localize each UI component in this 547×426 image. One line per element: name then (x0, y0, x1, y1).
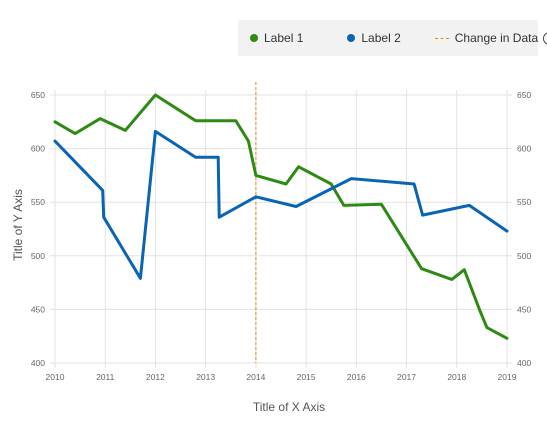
y-tick-label-right: 500 (517, 251, 531, 261)
x-tick-label: 2014 (246, 372, 265, 382)
y-tick-label-right: 400 (517, 358, 531, 368)
y-axis-title: Title of Y Axis (11, 189, 25, 261)
series-line-label1 (53, 93, 509, 340)
tick-labels: 400 400 450 450 500 500 550 550 600 600 650 650 2010… (31, 90, 532, 382)
y-tick-label-left: 650 (31, 90, 45, 100)
legend-item-label1[interactable]: Label 1 (250, 31, 303, 45)
legend-label1-text: Label 1 (264, 31, 304, 45)
legend-label2-text: Label 2 (361, 31, 401, 45)
x-tick-label: 2012 (146, 372, 165, 382)
change-dash-icon (434, 37, 449, 39)
series-lines (53, 93, 509, 340)
legend: Label 1 Label 2 Change in Data i (238, 20, 547, 56)
y-tick-label-right: 650 (517, 90, 531, 100)
x-tick-label: 2013 (196, 372, 215, 382)
x-tick-label: 2010 (46, 372, 65, 382)
y-tick-label-right: 600 (517, 144, 531, 154)
y-tick-label-left: 400 (31, 358, 45, 368)
y-tick-label-right: 550 (517, 197, 531, 207)
info-icon[interactable]: i (543, 31, 547, 45)
y-tick-label-left: 450 (31, 304, 45, 314)
legend-item-label2[interactable]: Label 2 (347, 31, 401, 45)
x-tick-label: 2016 (347, 372, 366, 382)
y-tick-label-left: 500 (31, 251, 45, 261)
x-tick-label: 2017 (397, 372, 416, 382)
legend-item-change[interactable]: Change in Data i (434, 31, 547, 45)
label2-dot-icon (347, 34, 356, 42)
y-tick-label-left: 600 (31, 144, 45, 154)
series-line-label2 (53, 129, 509, 280)
x-axis-title: Title of X Axis (253, 400, 325, 414)
x-tick-label: 2015 (297, 372, 316, 382)
grid (50, 90, 512, 368)
y-tick-label-left: 550 (31, 197, 45, 207)
legend-change-text: Change in Data (454, 31, 539, 45)
x-tick-label: 2011 (96, 372, 115, 382)
x-tick-label: 2019 (498, 372, 517, 382)
label1-dot-icon (250, 34, 258, 42)
x-tick-label: 2018 (447, 372, 466, 382)
y-tick-label-right: 450 (517, 304, 531, 314)
